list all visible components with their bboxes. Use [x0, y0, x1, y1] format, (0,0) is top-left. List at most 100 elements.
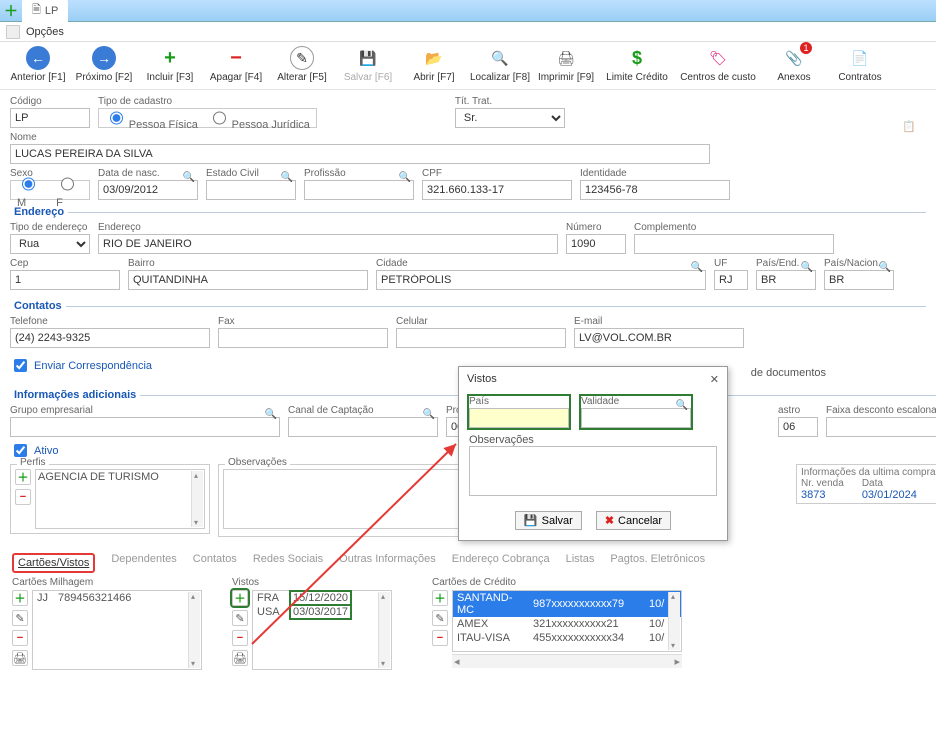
grupo-input[interactable]: [10, 417, 280, 437]
radio-pj[interactable]: Pessoa Jurídica: [208, 105, 310, 131]
perfis-add-icon[interactable]: ＋: [15, 469, 31, 485]
vistos-row[interactable]: USA 03/03/2017: [253, 605, 391, 619]
window-tab[interactable]: 🗎 LP: [22, 0, 68, 22]
tipo-end-select[interactable]: Rua: [10, 234, 90, 254]
cep-input[interactable]: [10, 270, 120, 290]
menu-opcoes[interactable]: Opções: [26, 26, 64, 38]
tab-redes[interactable]: Redes Sociais: [253, 553, 323, 573]
perfis-remove-icon[interactable]: −: [15, 489, 31, 505]
scrollbar[interactable]: [191, 471, 203, 527]
modal-pais-input[interactable]: [469, 408, 569, 428]
radio-f[interactable]: F: [56, 171, 83, 209]
credito-row[interactable]: ITAU-VISA 455xxxxxxxxxxx34 10/: [453, 631, 681, 645]
copy-icon[interactable]: 📋: [902, 120, 920, 138]
search-mini-icon[interactable]: 🔍: [800, 260, 814, 274]
btn-apagar[interactable]: −Apagar [F4]: [204, 46, 268, 83]
tipo-end-label: Tipo de endereço: [10, 222, 90, 233]
tab-outras[interactable]: Outras Informações: [339, 553, 436, 573]
btn-localizar[interactable]: 🔍Localizar [F8]: [468, 46, 532, 83]
tipo-radio-group: Pessoa Física Pessoa Jurídica: [98, 108, 317, 128]
vistos-del[interactable]: −: [232, 630, 248, 646]
modal-obs-textarea[interactable]: [469, 446, 717, 496]
search-mini-icon[interactable]: 🔍: [398, 170, 412, 184]
milhagem-row[interactable]: JJ 789456321466: [33, 591, 201, 605]
astro-input[interactable]: [778, 417, 818, 437]
canal-input[interactable]: [288, 417, 438, 437]
num-input[interactable]: [566, 234, 626, 254]
tit-select[interactable]: Sr.: [455, 108, 565, 128]
radio-m[interactable]: M: [17, 171, 46, 209]
credito-del[interactable]: −: [432, 630, 448, 646]
tel-input[interactable]: [10, 328, 210, 348]
cidade-input[interactable]: [376, 270, 706, 290]
vistos-edit[interactable]: ✎: [232, 610, 248, 626]
codigo-input[interactable]: [10, 108, 90, 128]
btn-anexos[interactable]: 📎Anexos: [762, 46, 826, 83]
search-mini-icon[interactable]: 🔍: [878, 260, 892, 274]
credito-edit[interactable]: ✎: [432, 610, 448, 626]
btn-salvar: 💾Salvar [F6]: [336, 46, 400, 83]
data-value: 03/01/2024: [862, 489, 917, 501]
btn-alterar[interactable]: ✎Alterar [F5]: [270, 46, 334, 83]
bairro-input[interactable]: [128, 270, 368, 290]
radio-pf[interactable]: Pessoa Física: [105, 105, 198, 131]
credito-row[interactable]: SANTAND-MC 987xxxxxxxxxxx79 10/: [453, 591, 681, 617]
vistos-add[interactable]: ＋: [232, 590, 248, 606]
milhagem-code: JJ: [35, 592, 50, 604]
milhagem-num: 789456321466: [56, 592, 133, 604]
scrollbar[interactable]: [668, 592, 680, 650]
ident-input[interactable]: [580, 180, 730, 200]
vistos-row[interactable]: FRA 15/12/2020: [253, 591, 391, 605]
enviar-corr-checkbox[interactable]: Enviar Correspondência: [10, 356, 152, 375]
btn-limite-credito[interactable]: $Limite Crédito: [600, 46, 674, 83]
end-input[interactable]: [98, 234, 558, 254]
comp-input[interactable]: [634, 234, 834, 254]
subtabs: Cartões/Vistos Dependentes Contatos Rede…: [10, 549, 926, 577]
h-scrollbar[interactable]: ◂▸: [452, 654, 682, 668]
scrollbar[interactable]: [188, 592, 200, 668]
milhagem-edit[interactable]: ✎: [12, 610, 28, 626]
tab-pagtos[interactable]: Pagtos. Eletrônicos: [610, 553, 705, 573]
nome-input[interactable]: [10, 144, 710, 164]
doc-icon: 🗎: [32, 1, 41, 20]
btn-anterior[interactable]: ←Anterior [F1]: [6, 46, 70, 83]
search-mini-icon[interactable]: 🔍: [280, 170, 294, 184]
scrollbar[interactable]: [378, 592, 390, 668]
panel-milhagem: Cartões Milhagem ＋ ✎ − 🖨 JJ 789456321466: [12, 577, 212, 670]
tab-cartoes-vistos[interactable]: Cartões/Vistos: [12, 553, 95, 573]
faixa-input[interactable]: [826, 417, 936, 437]
doc-label: de documentos: [751, 367, 826, 379]
milhagem-add[interactable]: ＋: [12, 590, 28, 606]
lastbuy-title: Informações da ultima compra: [801, 467, 936, 478]
credito-add[interactable]: ＋: [432, 590, 448, 606]
modal-close-icon[interactable]: ✕: [710, 373, 719, 386]
tab-listas[interactable]: Listas: [566, 553, 595, 573]
search-mini-icon[interactable]: 🔍: [675, 398, 689, 412]
email-input[interactable]: [574, 328, 744, 348]
modal-cancelar-button[interactable]: ✖Cancelar: [596, 511, 671, 530]
fax-input[interactable]: [218, 328, 388, 348]
tab-contatos[interactable]: Contatos: [193, 553, 237, 573]
btn-abrir[interactable]: 📂Abrir [F7]: [402, 46, 466, 83]
btn-centros-custo[interactable]: 🏷Centros de custo: [676, 46, 760, 83]
tab-endereco-cob[interactable]: Endereço Cobrança: [452, 553, 550, 573]
search-mini-icon[interactable]: 🔍: [182, 170, 196, 184]
modal-salvar-button[interactable]: 💾Salvar: [515, 511, 582, 530]
btn-contratos[interactable]: 📄Contratos: [828, 46, 892, 83]
perfis-item[interactable]: AGENCIA DE TURISMO: [36, 470, 204, 484]
milhagem-title: Cartões Milhagem: [12, 577, 212, 588]
btn-incluir[interactable]: +Incluir [F3]: [138, 46, 202, 83]
milhagem-del[interactable]: −: [12, 630, 28, 646]
search-mini-icon[interactable]: 🔍: [422, 407, 436, 421]
btn-imprimir[interactable]: 🖨Imprimir [F9]: [534, 46, 598, 83]
cpf-input[interactable]: [422, 180, 572, 200]
search-mini-icon[interactable]: 🔍: [264, 407, 278, 421]
uf-input[interactable]: [714, 270, 748, 290]
tab-dependentes[interactable]: Dependentes: [111, 553, 176, 573]
milhagem-print[interactable]: 🖨: [12, 650, 28, 666]
cel-input[interactable]: [396, 328, 566, 348]
search-mini-icon[interactable]: 🔍: [690, 260, 704, 274]
vistos-print[interactable]: 🖨: [232, 650, 248, 666]
btn-proximo[interactable]: →Próximo [F2]: [72, 46, 136, 83]
credito-row[interactable]: AMEX 321xxxxxxxxxx21 10/: [453, 617, 681, 631]
